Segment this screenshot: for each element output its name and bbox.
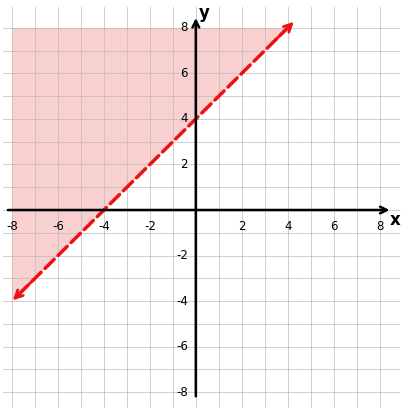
- Polygon shape: [12, 28, 288, 301]
- Text: -4: -4: [98, 220, 110, 233]
- Text: -8: -8: [6, 220, 18, 233]
- Text: 2: 2: [238, 220, 246, 233]
- Text: 6: 6: [330, 220, 337, 233]
- Text: -6: -6: [52, 220, 64, 233]
- Text: x: x: [389, 211, 400, 229]
- Text: 2: 2: [180, 158, 188, 171]
- Text: 4: 4: [284, 220, 292, 233]
- Text: 4: 4: [180, 112, 188, 125]
- Text: -4: -4: [176, 295, 188, 308]
- Text: 8: 8: [376, 220, 383, 233]
- Text: -8: -8: [176, 386, 188, 399]
- Text: -6: -6: [176, 340, 188, 353]
- Text: 8: 8: [181, 21, 188, 34]
- Text: 6: 6: [180, 67, 188, 80]
- Text: -2: -2: [144, 220, 156, 233]
- Text: -2: -2: [176, 249, 188, 262]
- Text: y: y: [198, 4, 209, 22]
